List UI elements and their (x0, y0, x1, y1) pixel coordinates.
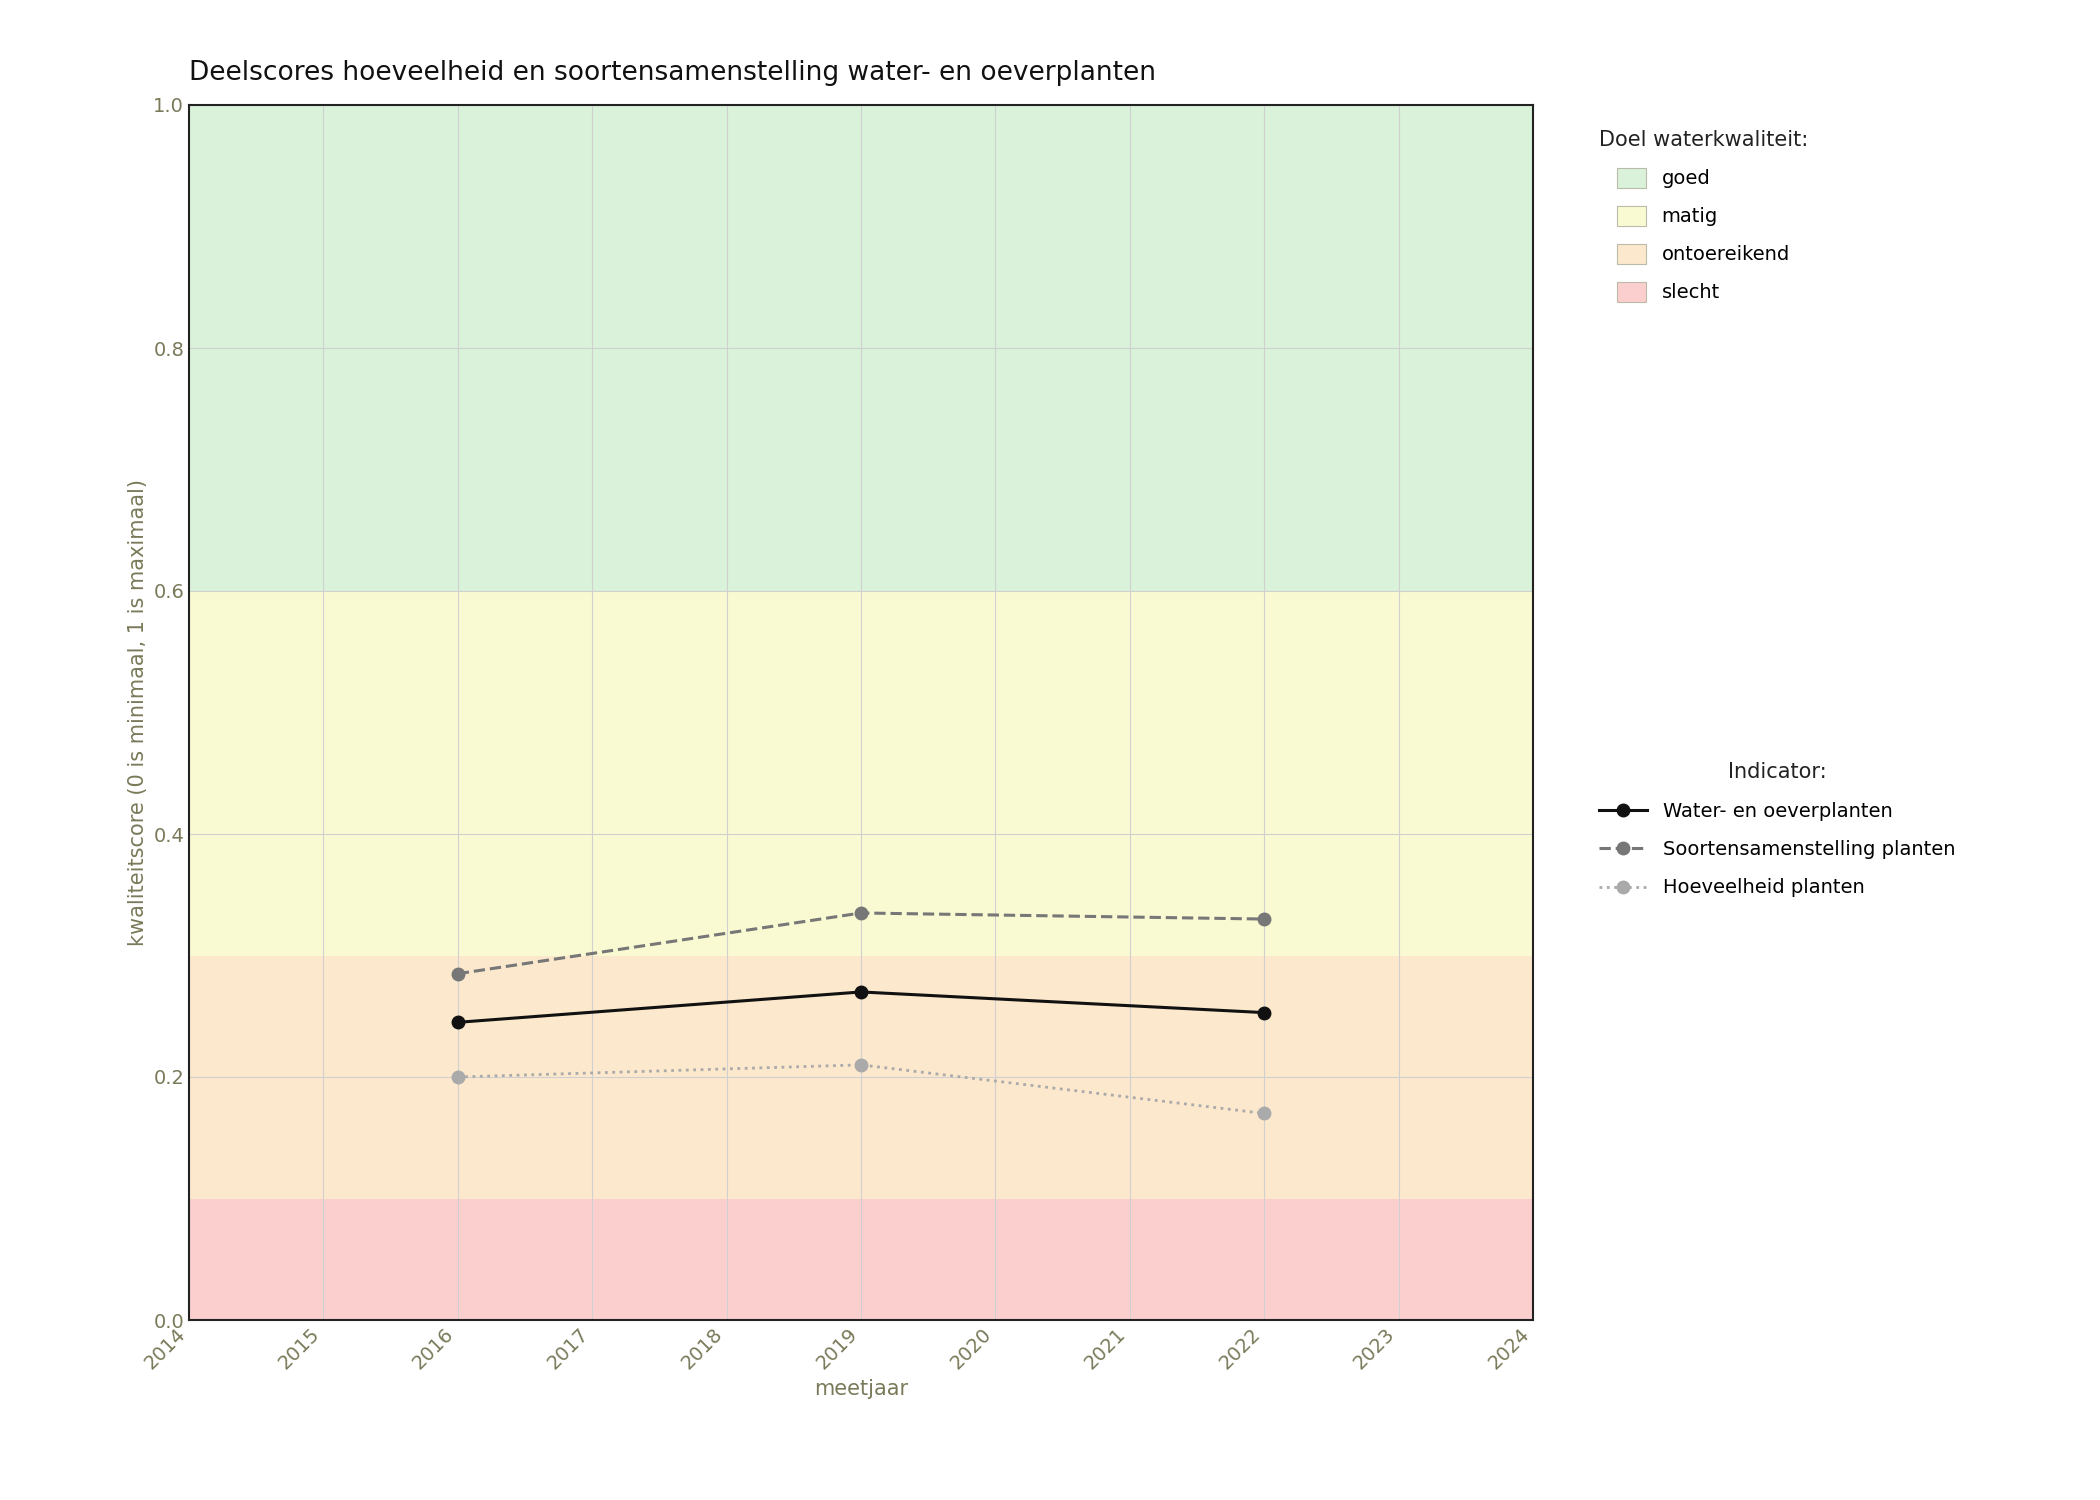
Bar (189, 105, 1533, 591)
Legend: Water- en oeverplanten, Soortensamenstelling planten, Hoeveelheid planten: Water- en oeverplanten, Soortensamenstel… (1583, 747, 1970, 914)
Bar (189, 956, 1533, 1198)
Bar (189, 1198, 1533, 1320)
Text: Deelscores hoeveelheid en soortensamenstelling water- en oeverplanten: Deelscores hoeveelheid en soortensamenst… (189, 60, 1155, 86)
Bar (189, 591, 1533, 956)
Y-axis label: kwaliteitscore (0 is minimaal, 1 is maximaal): kwaliteitscore (0 is minimaal, 1 is maxi… (128, 478, 147, 946)
X-axis label: meetjaar: meetjaar (815, 1378, 907, 1400)
